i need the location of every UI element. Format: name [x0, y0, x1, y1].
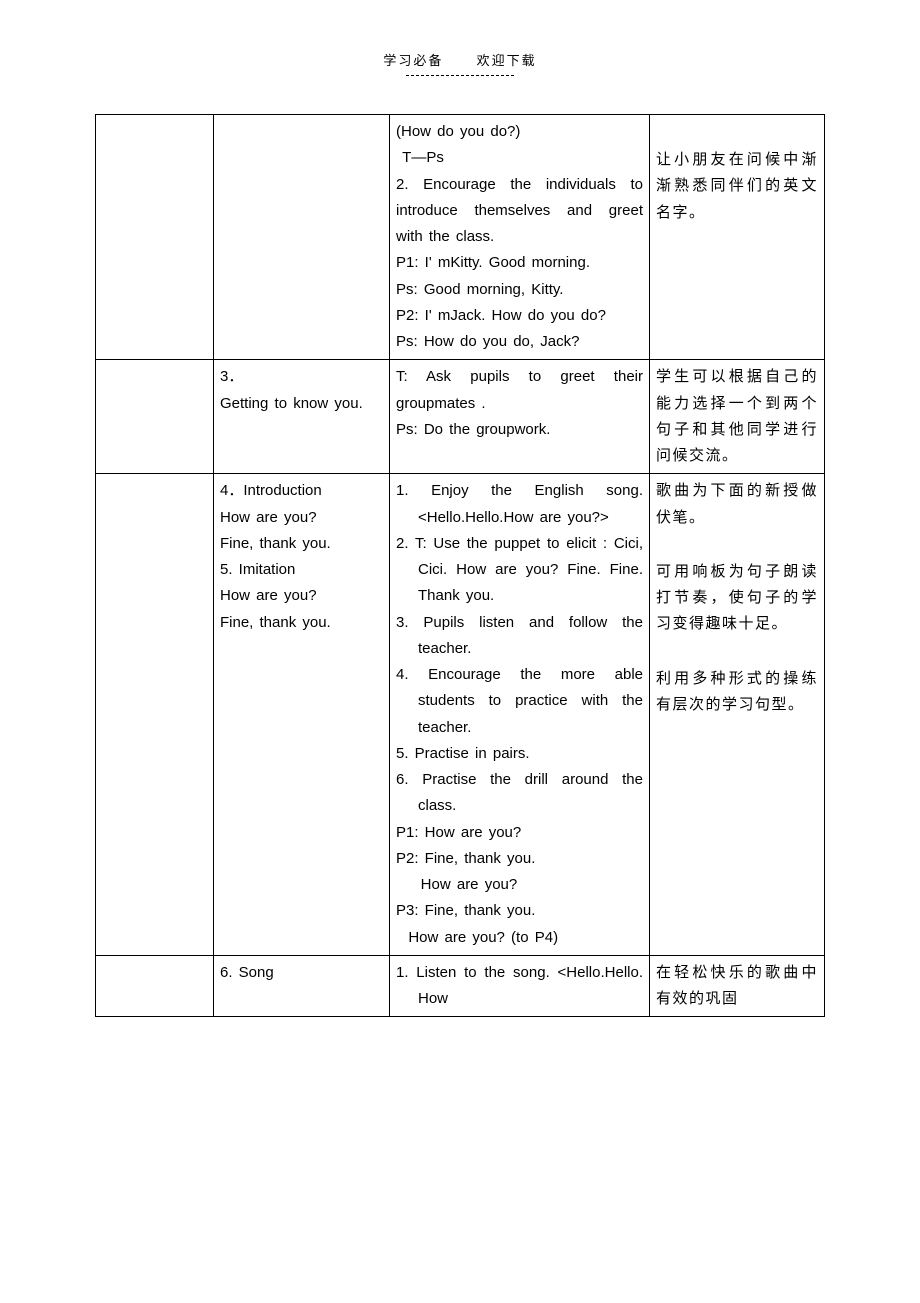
list-item: 2. T: Use the puppet to elicit : Cici, C… [396, 531, 643, 610]
page-header: 学习必备 欢迎下载 [95, 50, 825, 69]
table-row: 4．Introduction How are you? Fine, thank … [96, 474, 825, 956]
cell-activity: (How do you do?) T—Ps 2. Encourage the i… [390, 115, 650, 360]
cell-step: 4．Introduction How are you? Fine, thank … [214, 474, 390, 956]
cell-note: 在轻松快乐的歌曲中有效的巩固 [650, 955, 825, 1017]
list-item: 5. Practise in pairs. [396, 741, 643, 767]
note-text: 可用响板为句子朗读打节奏，使句子的学习变得趣味十足。 [656, 559, 818, 638]
cell-note: 让小朋友在问候中渐渐熟悉同伴们的英文名字。 [650, 115, 825, 360]
list-item: 6. Practise the drill around the class. [396, 767, 643, 820]
list-item: 4. Encourage the more able students to p… [396, 662, 643, 741]
list-item: 1. Enjoy the English song.<Hello.Hello.H… [396, 478, 643, 531]
cell-stage [96, 955, 214, 1017]
header-left: 学习必备 [383, 53, 443, 68]
cell-note: 歌曲为下面的新授做伏笔。 可用响板为句子朗读打节奏，使句子的学习变得趣味十足。 … [650, 474, 825, 956]
cell-step: 3． Getting to know you. [214, 360, 390, 474]
activity-list: 1. Enjoy the English song.<Hello.Hello.H… [396, 478, 643, 819]
cell-stage [96, 115, 214, 360]
table-row: 3． Getting to know you. T: Ask pupils to… [96, 360, 825, 474]
cell-step: 6. Song [214, 955, 390, 1017]
table-row: 6. Song 1. Listen to the song. <Hello.He… [96, 955, 825, 1017]
cell-activity: 1. Enjoy the English song.<Hello.Hello.H… [390, 474, 650, 956]
note-text: 利用多种形式的操练有层次的学习句型。 [656, 666, 818, 719]
cell-activity: 1. Listen to the song. <Hello.Hello. How [390, 955, 650, 1017]
cell-note: 学生可以根据自己的能力选择一个到两个句子和其他同学进行问候交流。 [650, 360, 825, 474]
header-underline [406, 75, 514, 76]
step-text: 4．Introduction How are you? Fine, thank … [220, 478, 383, 636]
header-right: 欢迎下载 [477, 53, 537, 68]
note-text: 让小朋友在问候中渐渐熟悉同伴们的英文名字。 [656, 147, 818, 226]
activity-text: T: Ask pupils to greet their groupmates … [396, 364, 643, 443]
step-text: 6. Song [220, 960, 383, 986]
lesson-table: (How do you do?) T—Ps 2. Encourage the i… [95, 114, 825, 1017]
list-item: 3. Pupils listen and follow the teacher. [396, 610, 643, 663]
note-text: 歌曲为下面的新授做伏笔。 [656, 478, 818, 531]
cell-activity: T: Ask pupils to greet their groupmates … [390, 360, 650, 474]
table-row: (How do you do?) T—Ps 2. Encourage the i… [96, 115, 825, 360]
cell-step [214, 115, 390, 360]
activity-text: (How do you do?) T—Ps 2. Encourage the i… [396, 119, 643, 355]
cell-stage [96, 360, 214, 474]
step-text: 3． Getting to know you. [220, 364, 383, 417]
activity-list: 1. Listen to the song. <Hello.Hello. How [396, 960, 643, 1013]
activity-tail: P1: How are you? P2: Fine, thank you. Ho… [396, 820, 643, 951]
list-item: 1. Listen to the song. <Hello.Hello. How [396, 960, 643, 1013]
note-text: 在轻松快乐的歌曲中有效的巩固 [656, 960, 818, 1013]
note-text: 学生可以根据自己的能力选择一个到两个句子和其他同学进行问候交流。 [656, 364, 818, 469]
cell-stage [96, 474, 214, 956]
